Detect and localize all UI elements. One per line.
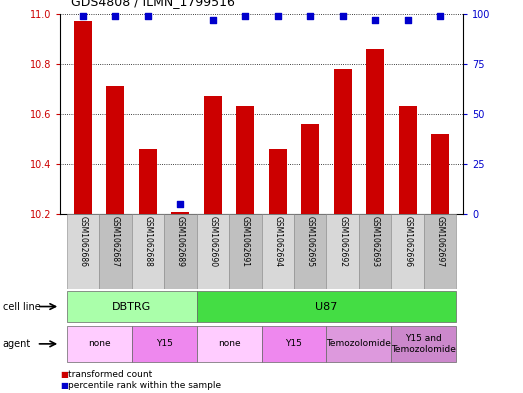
Point [274,13,282,19]
Text: Y15: Y15 [156,340,173,348]
Bar [294,214,326,289]
Text: GSM1062692: GSM1062692 [338,217,347,267]
Bar [399,107,417,214]
Bar [106,86,124,214]
Text: GSM1062690: GSM1062690 [208,217,217,268]
Bar [326,326,391,362]
Text: GSM1062688: GSM1062688 [143,217,152,267]
Point [241,13,249,19]
Bar [301,124,319,214]
Text: ■: ■ [60,382,68,390]
Bar [229,214,262,289]
Bar [334,69,351,214]
Bar [74,21,92,214]
Point [144,13,152,19]
Text: Temozolomide: Temozolomide [326,340,391,348]
Text: Y15: Y15 [286,340,302,348]
Bar [99,214,132,289]
Bar [424,214,457,289]
Text: GSM1062696: GSM1062696 [403,217,412,268]
Text: percentile rank within the sample: percentile rank within the sample [68,382,221,390]
Bar [164,214,197,289]
Bar [262,326,326,362]
Bar [359,214,391,289]
Text: GSM1062695: GSM1062695 [306,217,315,268]
Point [209,17,217,23]
Point [78,13,87,19]
Text: GSM1062693: GSM1062693 [371,217,380,268]
Point [403,17,412,23]
Bar [366,49,384,214]
Text: cell line: cell line [3,301,40,312]
Point [306,13,314,19]
Bar [391,326,457,362]
Text: agent: agent [3,339,31,349]
Bar [431,134,449,214]
Text: Y15 and
Temozolomide: Y15 and Temozolomide [391,334,457,354]
Text: GDS4808 / ILMN_1799516: GDS4808 / ILMN_1799516 [71,0,234,8]
Point [436,13,445,19]
Text: GSM1062691: GSM1062691 [241,217,250,267]
Bar [236,107,254,214]
Bar [139,149,157,214]
Text: GSM1062689: GSM1062689 [176,217,185,267]
Point [176,201,185,208]
Bar [197,326,262,362]
Bar [66,214,99,289]
Text: DBTRG: DBTRG [112,301,151,312]
Bar [326,214,359,289]
Bar [204,96,222,214]
Bar [391,214,424,289]
Bar [269,149,287,214]
Text: GSM1062694: GSM1062694 [273,217,282,268]
Text: ■: ■ [60,370,68,378]
Text: none: none [218,340,241,348]
Bar [66,326,132,362]
Text: GSM1062687: GSM1062687 [111,217,120,267]
Bar [262,214,294,289]
Text: none: none [88,340,110,348]
Point [371,17,379,23]
Point [111,13,120,19]
Bar [132,214,164,289]
Bar [132,326,197,362]
Bar [197,214,229,289]
Text: transformed count: transformed count [68,370,152,378]
Bar [197,290,457,322]
Bar [66,290,197,322]
Point [338,13,347,19]
Bar [172,212,189,214]
Text: GSM1062686: GSM1062686 [78,217,87,267]
Text: U87: U87 [315,301,338,312]
Text: GSM1062697: GSM1062697 [436,217,445,268]
